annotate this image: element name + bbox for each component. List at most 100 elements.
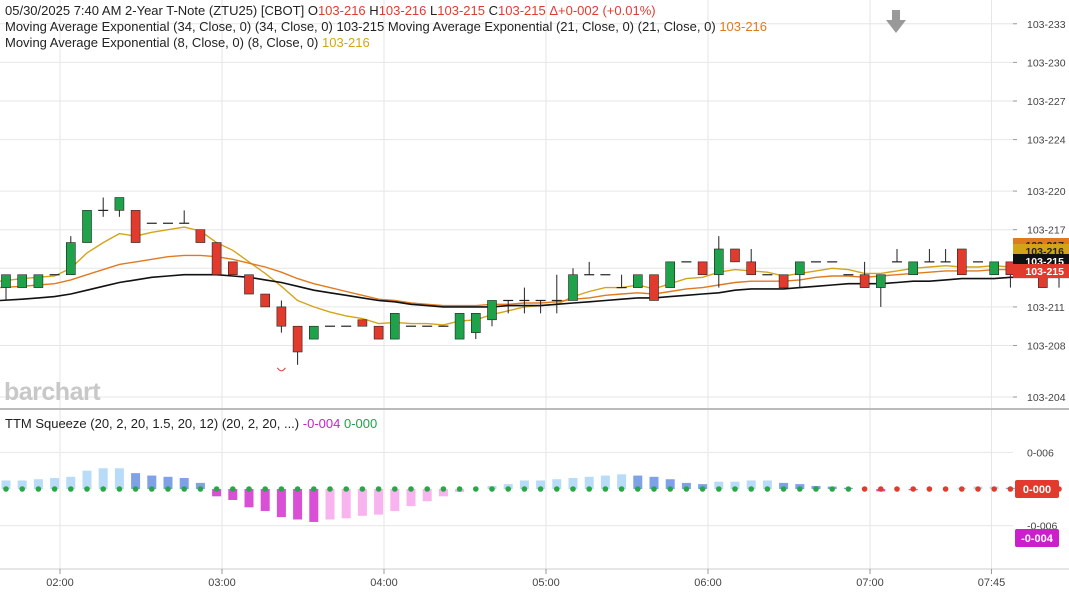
- y-tick-label: 103-230: [1027, 57, 1066, 69]
- squeeze-dot: [359, 486, 366, 492]
- ttm-label: TTM Squeeze (20, 2, 20, 1.5, 20, 12): [5, 416, 219, 431]
- candle: [503, 299, 514, 314]
- x-tick-label: 05:00: [532, 577, 560, 589]
- squeeze-dot: [343, 486, 350, 492]
- ttm-bar: [212, 489, 222, 497]
- candle-body: [470, 313, 481, 333]
- candle: [389, 313, 400, 340]
- ttm-bar: [714, 481, 724, 489]
- candle-body: [568, 274, 578, 301]
- ttm-bar: [195, 482, 205, 489]
- candle-body: [632, 274, 643, 288]
- ttm-value-1: -0-004: [302, 416, 341, 431]
- squeeze-dot: [278, 486, 285, 492]
- ttm-bar: [779, 482, 789, 489]
- candle: [260, 293, 271, 308]
- candle: [794, 261, 805, 288]
- ttm-bar: [276, 489, 286, 518]
- squeeze-dot: [51, 486, 58, 492]
- candle: [454, 313, 465, 340]
- squeeze-dot: [132, 486, 139, 492]
- x-tick-label: 02:00: [46, 577, 74, 589]
- ttm-value-tag-2-bg: [1015, 529, 1059, 547]
- squeeze-dot: [586, 486, 592, 492]
- ema21-label: Moving Average Exponential (21, Close, 0…: [387, 19, 635, 34]
- candle-body: [859, 274, 870, 288]
- candle-body: [956, 248, 967, 276]
- arrow-down-icon: [886, 10, 906, 33]
- ttm-bar: [665, 479, 675, 489]
- squeeze-dot: [926, 486, 933, 492]
- ttm-bar: [1, 480, 11, 489]
- candle-body: [66, 242, 76, 276]
- squeeze-dot: [699, 486, 706, 492]
- candle: [244, 274, 254, 295]
- x-tick-label: 04:00: [370, 577, 398, 589]
- ttm-bar: [519, 480, 529, 489]
- candle: [308, 325, 319, 340]
- candle-body: [114, 197, 125, 211]
- candle-body: [665, 261, 676, 288]
- ttm-bar: [374, 489, 384, 515]
- ema8-label: Moving Average Exponential (8, Close, 0): [5, 35, 244, 50]
- change-value: Δ+0-002 (+0.01%): [549, 3, 656, 18]
- candle: [17, 274, 28, 288]
- y-tick-label: 103-233: [1027, 19, 1066, 31]
- x-tick-label: 06:00: [694, 577, 722, 589]
- squeeze-dot: [554, 486, 560, 492]
- squeeze-dot: [521, 486, 528, 492]
- candles: [1, 197, 1064, 365]
- ttm-bar: [681, 482, 691, 489]
- ttm-bar: [309, 489, 319, 522]
- ttm-bar: [568, 478, 578, 489]
- candle: [649, 274, 659, 301]
- y-tick-label: 103-204: [1027, 392, 1066, 404]
- squeeze-dot: [1007, 486, 1014, 492]
- ttm-bar: [163, 476, 173, 489]
- ttm-bar: [584, 476, 594, 489]
- ttm-bar: [293, 489, 303, 520]
- candle-body: [746, 261, 757, 276]
- candle: [98, 197, 109, 217]
- candle: [924, 248, 935, 263]
- ttm-bar: [260, 489, 270, 511]
- ttm-bar: [131, 473, 141, 489]
- ttm-bar: [633, 475, 643, 489]
- squeeze-dots: [3, 486, 1062, 492]
- squeeze-dot: [424, 486, 431, 492]
- squeeze-dot: [732, 486, 738, 492]
- candle-body: [454, 313, 465, 340]
- candle-body: [357, 319, 368, 327]
- y-tick-label: 103-217: [1027, 225, 1066, 237]
- candle: [179, 210, 190, 224]
- candle-body: [649, 274, 659, 301]
- candle: [584, 261, 595, 276]
- candle: [276, 300, 287, 333]
- candle: [730, 248, 740, 263]
- squeeze-dot: [910, 486, 916, 492]
- y-tick-label: 103-220: [1027, 186, 1066, 198]
- close-label: C: [488, 3, 498, 18]
- header-line-1: 05/30/2025 7:40 AM 2-Year T-Note (ZTU25)…: [5, 3, 656, 18]
- squeeze-dot: [149, 486, 155, 492]
- candle: [211, 242, 222, 276]
- y-tick-label: 103-211: [1027, 302, 1065, 314]
- ttm-bar: [357, 489, 367, 516]
- ttm-header: TTM Squeeze (20, 2, 20, 1.5, 20, 12) (20…: [5, 416, 377, 431]
- candle-body: [778, 274, 789, 288]
- squeeze-dot: [68, 486, 74, 492]
- candle: [940, 248, 951, 263]
- candle: [778, 274, 789, 288]
- candle: [66, 236, 76, 276]
- ema34-value: 103-215: [336, 19, 385, 34]
- candle: [357, 319, 368, 327]
- candle-body: [487, 300, 497, 321]
- squeeze-dot: [19, 486, 26, 492]
- ttm-bar: [438, 489, 448, 497]
- squeeze-dot: [375, 486, 382, 492]
- squeeze-dot: [35, 486, 42, 492]
- squeeze-dot: [505, 486, 512, 492]
- ema34-label: Moving Average Exponential (34, Close, 0…: [5, 19, 252, 34]
- grid: [0, 0, 1069, 570]
- header-line-2: Moving Average Exponential (34, Close, 0…: [5, 19, 767, 34]
